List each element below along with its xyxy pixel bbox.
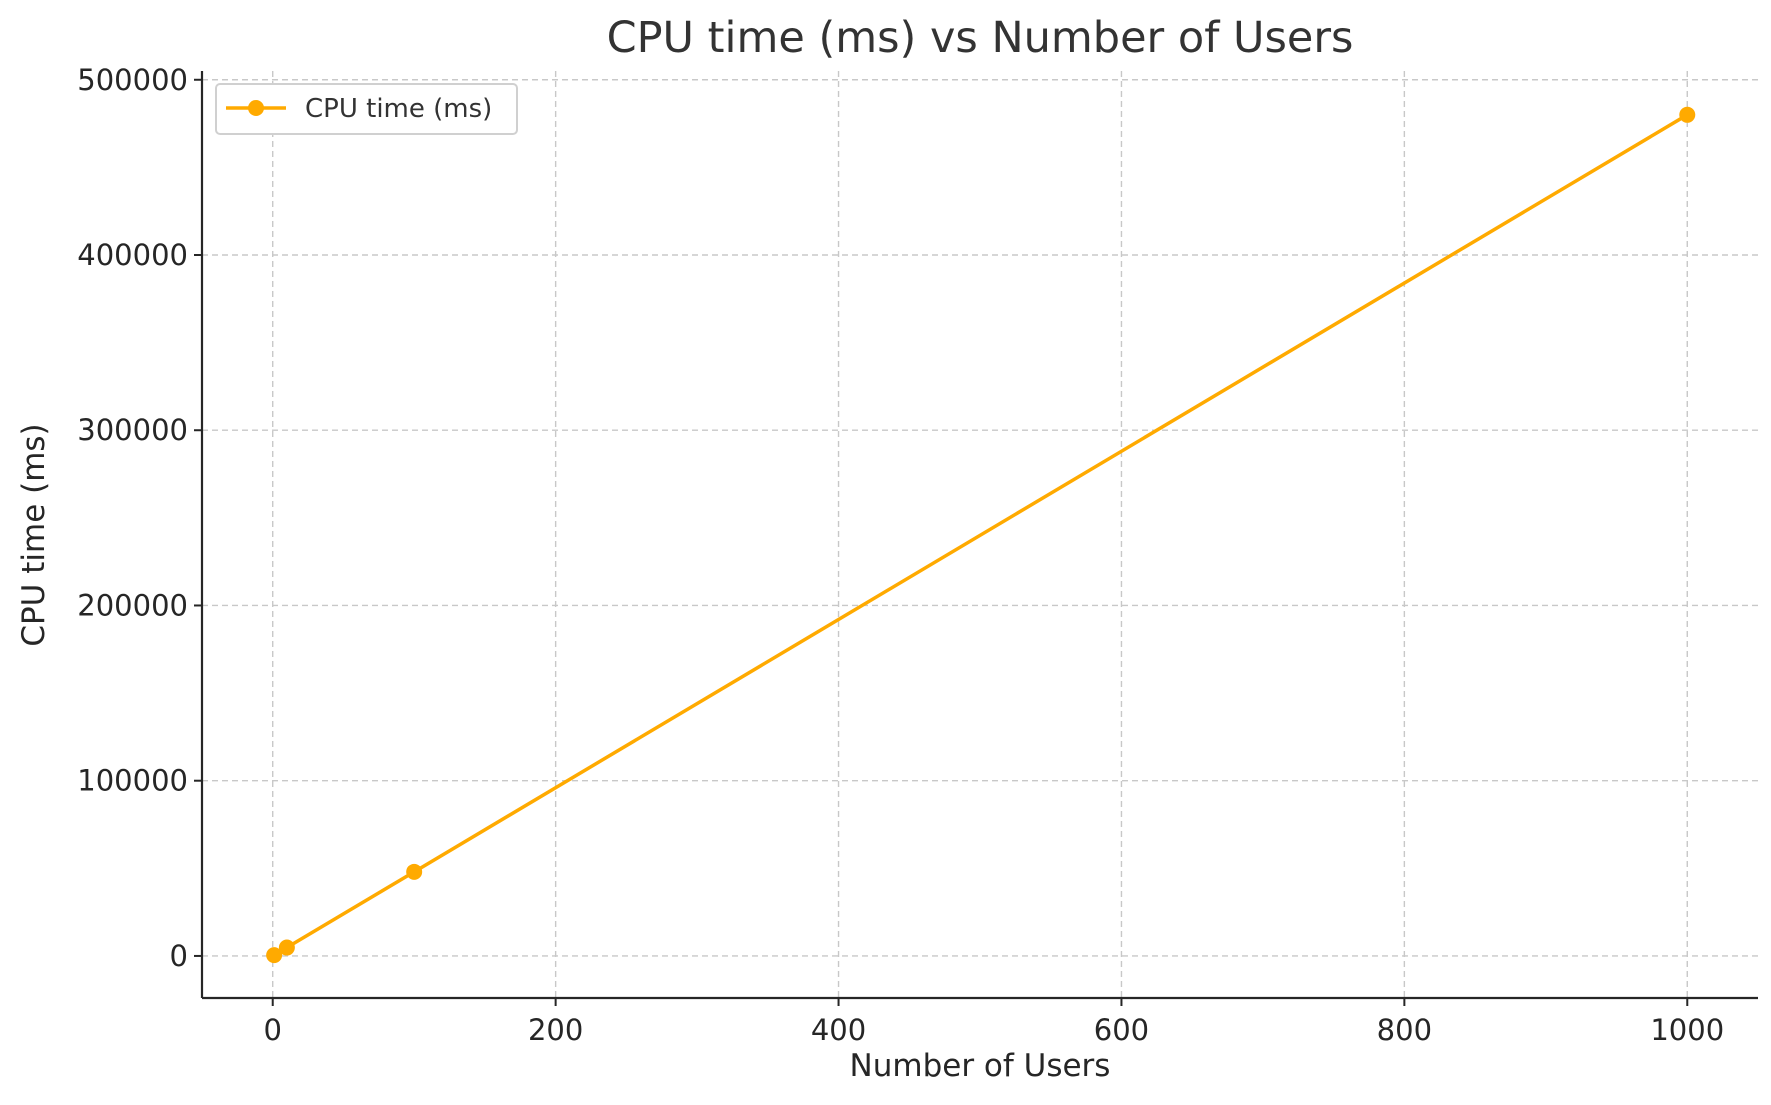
y-tick-label: 300000 (77, 413, 188, 447)
x-tick-label: 200 (528, 1013, 583, 1047)
data-point (406, 863, 423, 880)
series-layer (266, 106, 1696, 964)
chart-title: CPU time (ms) vs Number of Users (607, 13, 1354, 63)
x-tick-label: 0 (264, 1013, 282, 1047)
y-tick-label: 400000 (77, 238, 188, 272)
legend: CPU time (ms) (215, 83, 518, 135)
data-point (1679, 106, 1696, 123)
y-tick-label: 0 (170, 939, 188, 973)
y-tick-label: 100000 (77, 764, 188, 798)
y-axis-label: CPU time (ms) (16, 423, 52, 646)
x-axis-label: Number of Users (850, 1048, 1111, 1084)
x-tick-label: 400 (811, 1013, 866, 1047)
grid (202, 71, 1758, 998)
series-line (272, 113, 1690, 957)
y-tick-label: 200000 (77, 588, 188, 622)
ticks: 0 200 400 600 800 1000 0 100000 200000 300000 4000… (77, 63, 1724, 1047)
x-tick-label: 600 (1094, 1013, 1149, 1047)
x-tick-label: 800 (1377, 1013, 1432, 1047)
axes (200, 71, 1758, 1000)
data-point (278, 939, 295, 956)
y-tick-label: 500000 (77, 63, 188, 97)
x-tick-label: 1000 (1650, 1013, 1724, 1047)
legend-label: CPU time (ms) (305, 94, 492, 124)
legend-marker-swatch (248, 100, 264, 116)
data-point (266, 947, 283, 964)
legend-box (215, 83, 518, 135)
